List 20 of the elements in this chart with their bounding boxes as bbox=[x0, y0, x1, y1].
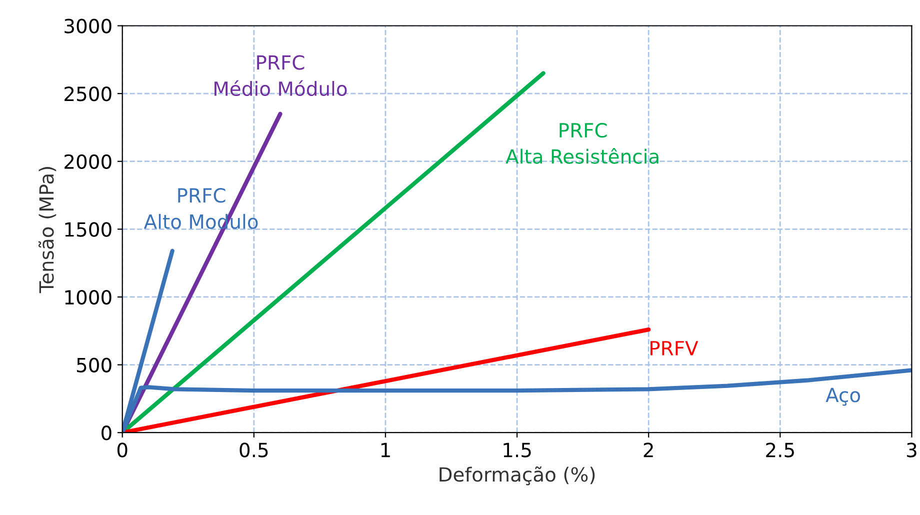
series-label: PRFC Alta Resistência bbox=[506, 122, 658, 164]
x-tick-label: 2 bbox=[644, 442, 653, 458]
x-tick-label: 0.5 bbox=[240, 442, 268, 458]
y-tick-label: 2000 bbox=[64, 154, 112, 170]
y-tick-label: 3000 bbox=[64, 18, 112, 34]
y-tick-label: 0 bbox=[102, 426, 112, 440]
x-tick-label: 0 bbox=[117, 442, 128, 458]
series-label: Aço bbox=[826, 388, 860, 406]
series-label: PRFV bbox=[650, 341, 698, 356]
x-tick-label: 1 bbox=[381, 442, 390, 458]
y-tick-label: 500 bbox=[77, 358, 112, 372]
y-tick-label: 2500 bbox=[64, 86, 112, 102]
y-tick-label: 1000 bbox=[65, 290, 112, 305]
x-tick-label: 2.5 bbox=[766, 442, 794, 458]
series-label: PRFC Médio Módulo bbox=[214, 55, 347, 96]
y-tick-label: 1500 bbox=[65, 222, 112, 237]
x-tick-label: 1.5 bbox=[504, 442, 531, 458]
x-tick-label: 3 bbox=[907, 442, 916, 458]
x-axis-title: Deformação (%) bbox=[440, 466, 595, 486]
y-axis-title: Tensão (MPa) bbox=[38, 166, 56, 294]
